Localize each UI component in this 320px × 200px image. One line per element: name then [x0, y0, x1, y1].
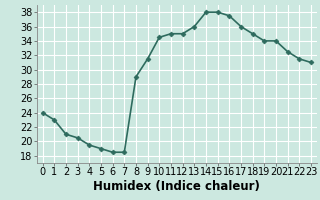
X-axis label: Humidex (Indice chaleur): Humidex (Indice chaleur) [93, 180, 260, 193]
